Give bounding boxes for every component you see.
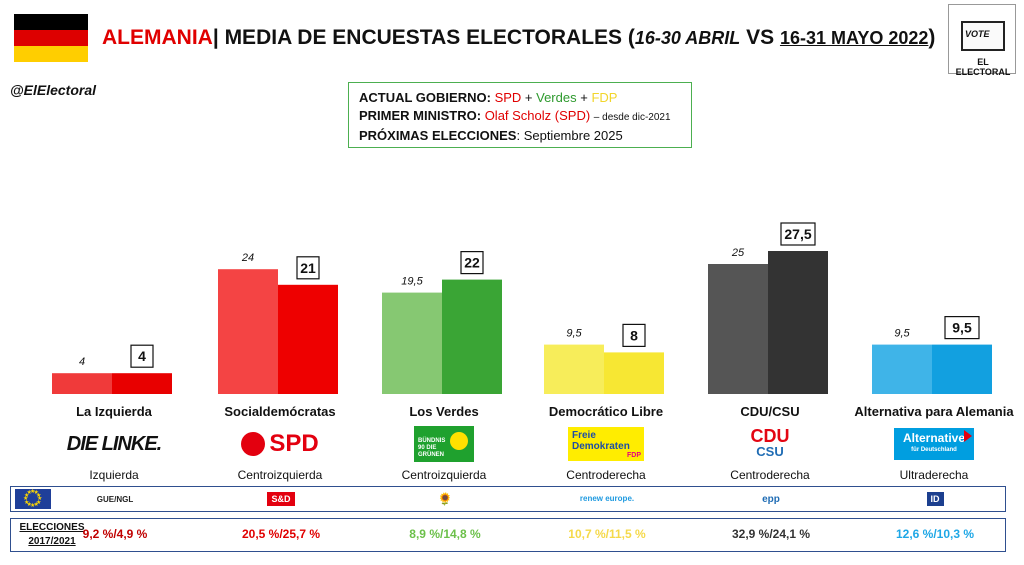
- header: ALEMANIA| MEDIA DE ENCUESTAS ELECTORALES…: [0, 0, 1024, 78]
- title-separator: |: [212, 26, 219, 49]
- data-label-previous-0: 4: [79, 356, 85, 368]
- party-logo-4: CDU CSU: [750, 426, 790, 459]
- bar-previous-5: [872, 344, 932, 394]
- bar-current-0: [112, 373, 172, 394]
- bar-chart: 4 4 24 21 19,5 22 9,5 8 25 27,5 9,5 9,5: [52, 222, 992, 394]
- bar-current-1: [278, 284, 338, 394]
- data-label-previous-3: 9,5: [566, 328, 582, 340]
- data-label-current-1: 21: [300, 260, 316, 276]
- eu-group-1: S&D: [197, 489, 365, 509]
- party-name-3: Democrático Libre: [548, 404, 664, 419]
- data-label-previous-1: 24: [241, 252, 254, 264]
- title-main: MEDIA DE ENCUESTAS ELECTORALES: [224, 26, 623, 49]
- party-name-5: Alternativa para Alemania: [854, 404, 1014, 419]
- data-label-previous-2: 19,5: [401, 276, 423, 288]
- results-row: ELECCIONES 2017/2021 9,2 %/4,9 % 20,5 %/2…: [10, 518, 1006, 552]
- data-label-box-3: [622, 323, 646, 347]
- gov-plus-1: +: [521, 90, 537, 105]
- party-name-0: La Izquierda: [76, 404, 152, 419]
- data-label-box-2: [460, 251, 484, 275]
- data-label-previous-5: 9,5: [894, 328, 910, 340]
- title-period-2: 16-31 MAYO 2022: [779, 28, 929, 48]
- eu-group-3: renew europe.: [579, 494, 635, 503]
- data-label-current-5: 9,5: [952, 320, 972, 336]
- gov-plus-2: +: [576, 90, 592, 105]
- pm-line: PRIMER MINISTRO: Olaf Scholz (SPD) – des…: [359, 107, 681, 127]
- logo-name-text: EL ELECTORAL: [955, 57, 1011, 77]
- title-period-1: 16-30 ABRIL: [634, 28, 741, 48]
- data-label-box-0: [130, 344, 154, 368]
- afd-arrow-icon: [964, 430, 972, 442]
- government-line: ACTUAL GOBIERNO: SPD + Verdes + FDP: [359, 89, 681, 107]
- el-electoral-logo: VOTE EL ELECTORAL: [948, 4, 1016, 77]
- gov-fdp: FDP: [591, 90, 618, 105]
- party-ideology-1: Centroizquierda: [237, 468, 323, 482]
- pm-label: PRIMER MINISTRO:: [359, 108, 482, 123]
- bar-previous-1: [218, 269, 278, 394]
- data-label-box-1: [296, 256, 320, 280]
- data-label-current-3: 8: [630, 327, 638, 343]
- party-ideology-4: Centroderecha: [730, 468, 810, 482]
- data-label-current-4: 27,5: [784, 226, 811, 242]
- data-label-box-5: [944, 316, 980, 340]
- spd-rose-icon: [241, 432, 266, 456]
- page-title: ALEMANIA| MEDIA DE ENCUESTAS ELECTORALES…: [102, 26, 935, 50]
- ballot-box-icon: [961, 21, 1005, 51]
- bar-previous-3: [544, 344, 604, 394]
- party-logo-2: BÜNDNIS 90 DIE GRÜNEN: [360, 426, 528, 462]
- title-period-open: (: [627, 26, 635, 49]
- eu-groups-row: ★ ★ ★ ★ ★ ★ ★ ★ ★ ★ ★ ★ GUE/NGL S&D 🌻 renew europe. epp…: [10, 486, 1006, 512]
- gov-label: ACTUAL GOBIERNO:: [359, 90, 491, 105]
- bar-current-5: [932, 344, 992, 394]
- party-logo-0: DIE LINKE.: [66, 432, 162, 455]
- pm-name: Olaf Scholz (SPD): [484, 108, 591, 123]
- party-name-1: Socialdemócratas: [224, 404, 336, 419]
- eu-group-2: 🌻: [437, 492, 453, 506]
- next-elections-line: PRÓXIMAS ELECCIONES: Septiembre 2025: [359, 127, 681, 145]
- election-result-3: 10,7 %/11,5 %: [568, 527, 646, 541]
- sunflower-icon: [450, 432, 468, 450]
- party-ideology-2: Centroizquierda: [401, 468, 487, 482]
- bar-previous-4: [708, 264, 768, 394]
- results-label: ELECCIONES 2017/2021: [19, 522, 85, 547]
- data-label-previous-4: 25: [731, 247, 745, 259]
- bar-previous-2: [382, 292, 442, 394]
- next-value: : Septiembre 2025: [516, 128, 623, 143]
- election-result-1: 20,5 %/25,7 %: [241, 527, 321, 541]
- election-result-0: 9,2 %/4,9 %: [82, 527, 148, 541]
- gov-verdes: Verdes: [536, 90, 577, 105]
- germany-flag-icon: [14, 14, 88, 62]
- next-label: PRÓXIMAS ELECCIONES: [359, 128, 517, 143]
- logo-vote-text: VOTE: [965, 29, 990, 39]
- election-result-5: 12,6 %/10,3 %: [895, 527, 975, 541]
- election-result-2: 8,9 %/14,8 %: [409, 527, 481, 541]
- government-box: ACTUAL GOBIERNO: SPD + Verdes + FDP PRIM…: [348, 82, 692, 148]
- gov-spd: SPD: [494, 90, 522, 105]
- party-logo-3: Freie Demokraten FDP: [522, 426, 690, 462]
- eu-flag-icon: ★ ★ ★ ★ ★ ★ ★ ★ ★ ★ ★ ★: [15, 489, 51, 509]
- pm-since: – desde dic-2021: [593, 112, 671, 123]
- title-country: ALEMANIA: [102, 26, 213, 49]
- data-label-current-2: 22: [464, 255, 480, 271]
- party-ideology-0: Izquierda: [89, 468, 139, 482]
- eu-group-4: epp: [762, 493, 780, 505]
- title-period-vs: VS: [740, 26, 780, 49]
- party-ideology-5: Ultraderecha: [899, 468, 969, 482]
- party-logo-1: SPD: [196, 426, 364, 462]
- bar-current-2: [442, 279, 502, 394]
- data-label-box-4: [780, 222, 816, 246]
- party-logo-5: Alternative für Deutschland: [850, 426, 1018, 462]
- bar-current-4: [768, 251, 828, 394]
- party-ideology-3: Centroderecha: [566, 468, 646, 482]
- bar-current-3: [604, 352, 664, 394]
- title-period-close: ): [928, 26, 936, 49]
- eu-group-0: GUE/NGL: [96, 494, 134, 504]
- party-name-4: CDU/CSU: [740, 404, 800, 419]
- data-label-current-0: 4: [138, 348, 146, 364]
- twitter-handle: @ElElectoral: [10, 82, 97, 98]
- eu-group-5: ID: [851, 489, 1019, 509]
- bar-previous-0: [52, 373, 112, 394]
- party-name-2: Los Verdes: [409, 404, 479, 419]
- election-result-4: 32,9 %/24,1 %: [731, 527, 811, 541]
